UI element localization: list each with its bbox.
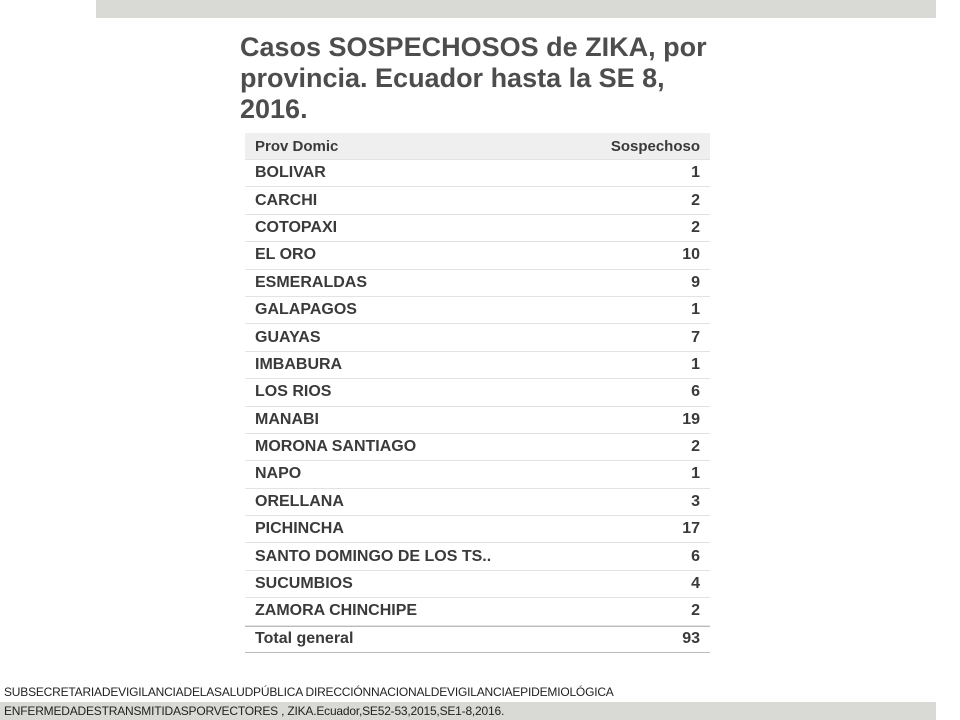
table-row: CARCHI 2 [245, 187, 710, 215]
table-row: ORELLANA 3 [245, 489, 710, 517]
table-cell: 17 [682, 520, 700, 538]
table-cell: MANABI [255, 410, 319, 428]
table-cell: GALAPAGOS [255, 301, 357, 319]
table-row: NAPO 1 [245, 461, 710, 489]
table-row: SANTO DOMINGO DE LOS TS.. 6 [245, 543, 710, 571]
table-cell: Prov Domic [255, 137, 339, 155]
table-cell: 2 [691, 438, 700, 456]
table-row: MORONA SANTIAGO 2 [245, 434, 710, 462]
table-row: Total general 93 [245, 625, 710, 654]
table-row: BOLIVAR 1 [245, 160, 710, 188]
table-cell: 19 [682, 410, 700, 428]
table-cell: 10 [682, 246, 700, 264]
table-cell: 2 [691, 602, 700, 620]
table-cell: 4 [691, 575, 700, 593]
table-row: COTOPAXI 2 [245, 215, 710, 243]
table-cell: PICHINCHA [255, 520, 344, 538]
title: Casos SOSPECHOSOS de ZIKA, por provincia… [240, 32, 707, 124]
table-cell: SANTO DOMINGO DE LOS TS.. [255, 547, 492, 565]
table-row: MANABI 19 [245, 407, 710, 434]
table-cell: IMBABURA [255, 355, 343, 373]
table-cell: 93 [682, 630, 700, 648]
table-row: ZAMORA CHINCHIPE 2 [245, 598, 710, 626]
bottom-bar [0, 702, 936, 720]
table-cell: COTOPAXI [255, 218, 338, 236]
table-row: IMBABURA 1 [245, 352, 710, 380]
table-cell: Sospechoso [610, 137, 700, 155]
footer-line: ENFERMEDADESTRANSMITIDASPORVECTORES , ZI… [4, 704, 505, 718]
table-cell: NAPO [255, 465, 302, 483]
table-cell: 7 [691, 328, 700, 346]
table-cell: ESMERALDAS [255, 273, 368, 291]
table-cell: ORELLANA [255, 492, 344, 510]
top-bar [96, 0, 936, 18]
table-row: GALAPAGOS 1 [245, 297, 710, 325]
table-row: LOS RIOS 6 [245, 379, 710, 407]
table-cell: 1 [691, 355, 700, 373]
table-row: PICHINCHA 17 [245, 516, 710, 544]
table-cell: 1 [691, 164, 700, 182]
table-cell: 3 [691, 492, 700, 510]
table-cell: EL ORO [255, 246, 317, 264]
table-cell: GUAYAS [255, 328, 321, 346]
table-cell: 6 [691, 383, 700, 401]
table-row: Prov Domic Sospechoso [245, 133, 710, 160]
table-row: GUAYAS 7 [245, 324, 710, 352]
table-cell: 6 [691, 547, 700, 565]
table-cell: BOLIVAR [255, 164, 326, 182]
table-row: EL ORO 10 [245, 242, 710, 270]
table-cell: 9 [691, 273, 700, 291]
table-row: ESMERALDAS 9 [245, 270, 710, 297]
table-cell: LOS RIOS [255, 383, 332, 401]
footer-line: SUBSECRETARIADEVIGILANCIADELASALUDPÚBLIC… [4, 685, 614, 699]
table-cell: 1 [691, 465, 700, 483]
table: Prov Domic Sospechoso BOLIVAR 1 CARCHI 2 COTOP… [245, 133, 710, 654]
table-cell: Total general [255, 630, 354, 648]
table-cell: 2 [691, 191, 700, 209]
table-cell: 1 [691, 301, 700, 319]
table-cell: 2 [691, 218, 700, 236]
table-cell: ZAMORA CHINCHIPE [255, 602, 418, 620]
table-cell: SUCUMBIOS [255, 575, 353, 593]
table-cell: MORONA SANTIAGO [255, 438, 417, 456]
table-cell: CARCHI [255, 191, 318, 209]
table-row: SUCUMBIOS 4 [245, 571, 710, 599]
